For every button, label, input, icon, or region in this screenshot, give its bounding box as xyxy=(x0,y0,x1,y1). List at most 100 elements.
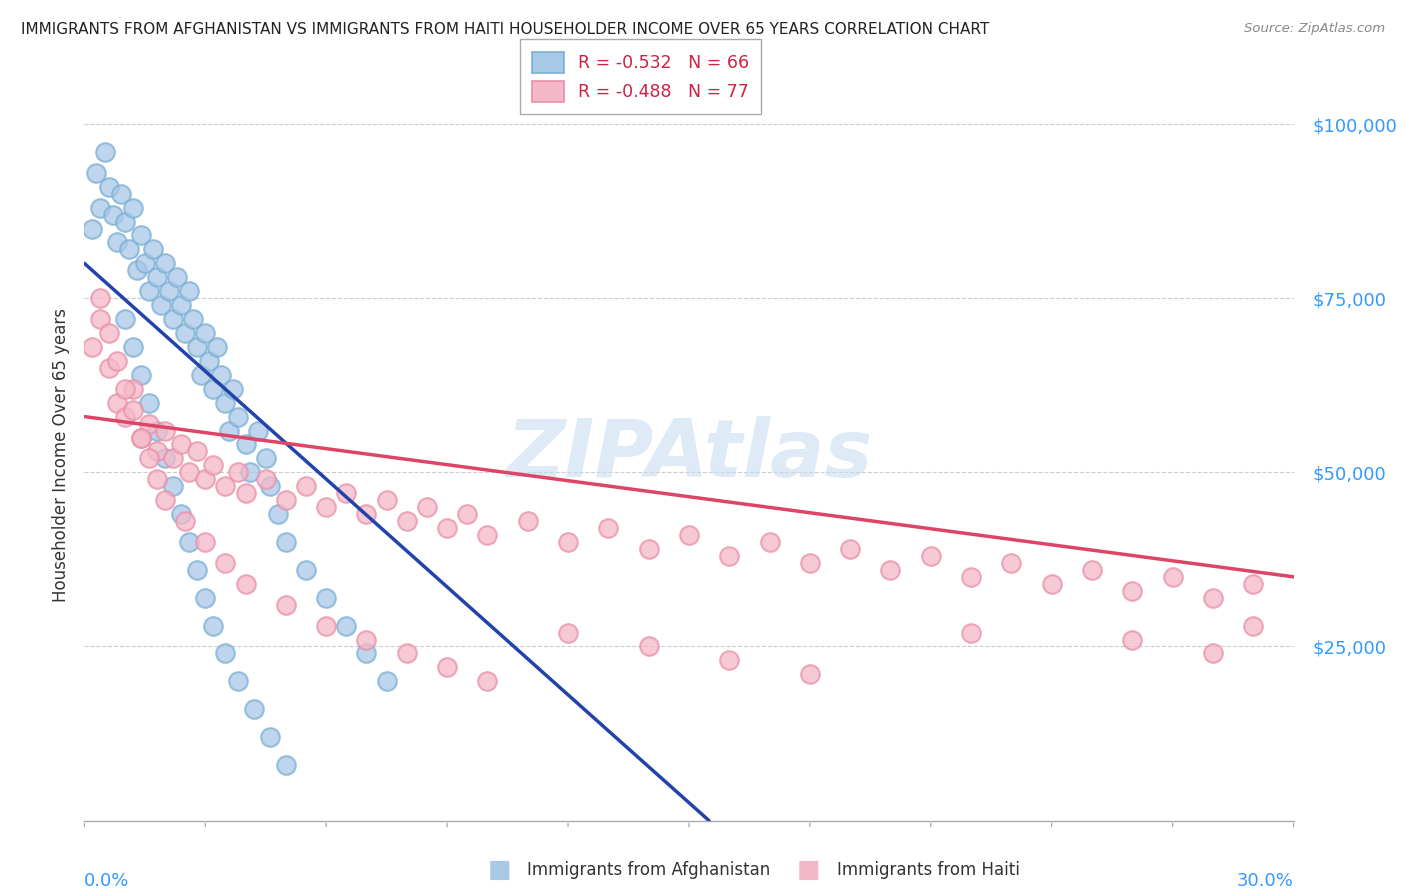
Point xyxy=(960,570,983,584)
Point xyxy=(114,409,136,424)
Point xyxy=(274,598,297,612)
Point xyxy=(202,382,225,396)
Point xyxy=(105,395,128,409)
Point xyxy=(146,444,169,458)
Point xyxy=(254,451,277,466)
Point xyxy=(1000,556,1022,570)
Text: Source: ZipAtlas.com: Source: ZipAtlas.com xyxy=(1244,22,1385,36)
Point xyxy=(274,493,297,508)
Point xyxy=(315,618,337,632)
Point xyxy=(259,479,281,493)
Point xyxy=(879,563,901,577)
Point xyxy=(1040,576,1063,591)
Point xyxy=(97,326,120,340)
Text: ZIPAtlas: ZIPAtlas xyxy=(506,416,872,494)
Point xyxy=(194,591,217,605)
Point xyxy=(235,486,257,500)
Point xyxy=(356,632,378,647)
Point xyxy=(190,368,212,382)
Point xyxy=(335,486,357,500)
Point xyxy=(170,298,193,312)
Point xyxy=(170,507,193,521)
Point xyxy=(142,243,165,257)
Point xyxy=(134,256,156,270)
Point xyxy=(395,514,418,528)
Point xyxy=(162,312,184,326)
Point xyxy=(356,507,378,521)
Point xyxy=(186,444,208,458)
Point xyxy=(138,417,160,431)
Point xyxy=(1202,591,1225,605)
Legend: R = -0.532   N = 66, R = -0.488   N = 77: R = -0.532 N = 66, R = -0.488 N = 77 xyxy=(520,39,761,114)
Point xyxy=(456,507,478,521)
Point xyxy=(121,201,143,215)
Point xyxy=(179,466,201,480)
Point xyxy=(105,235,128,250)
Point xyxy=(960,625,983,640)
Point xyxy=(153,451,176,466)
Point xyxy=(274,758,297,772)
Point xyxy=(146,472,169,486)
Point xyxy=(214,395,236,409)
Point xyxy=(436,521,458,535)
Point xyxy=(315,500,337,515)
Point xyxy=(799,556,821,570)
Point xyxy=(226,674,249,689)
Point xyxy=(202,618,225,632)
Point xyxy=(214,479,236,493)
Point xyxy=(416,500,439,515)
Point xyxy=(89,291,111,305)
Point xyxy=(214,647,236,661)
Point xyxy=(149,298,172,312)
Text: 0.0%: 0.0% xyxy=(84,871,129,890)
Point xyxy=(235,437,257,451)
Point xyxy=(138,395,160,409)
Point xyxy=(598,521,620,535)
Point xyxy=(194,472,217,486)
Point xyxy=(375,493,398,508)
Point xyxy=(839,541,862,556)
Point xyxy=(153,256,176,270)
Point xyxy=(129,430,152,444)
Point xyxy=(516,514,538,528)
Point xyxy=(209,368,232,382)
Point xyxy=(335,618,357,632)
Point xyxy=(129,368,152,382)
Point xyxy=(86,166,108,180)
Point xyxy=(226,466,249,480)
Point xyxy=(718,653,741,667)
Point xyxy=(557,535,579,549)
Point xyxy=(166,270,188,285)
Point xyxy=(179,535,201,549)
Text: Immigrants from Haiti: Immigrants from Haiti xyxy=(837,861,1019,879)
Point xyxy=(89,312,111,326)
Point xyxy=(920,549,942,563)
Point xyxy=(114,312,136,326)
Point xyxy=(93,145,115,159)
Point xyxy=(315,591,337,605)
Point xyxy=(207,340,229,354)
Text: Immigrants from Afghanistan: Immigrants from Afghanistan xyxy=(527,861,770,879)
Point xyxy=(1121,583,1143,598)
Point xyxy=(105,354,128,368)
Point xyxy=(214,556,236,570)
Point xyxy=(110,186,132,201)
Point xyxy=(758,535,780,549)
Point xyxy=(254,472,277,486)
Point xyxy=(637,541,659,556)
Point xyxy=(678,528,700,542)
Text: ■: ■ xyxy=(797,858,820,881)
Point xyxy=(174,514,197,528)
Point xyxy=(146,424,169,438)
Point xyxy=(89,201,111,215)
Point xyxy=(114,382,136,396)
Point xyxy=(97,179,120,194)
Point xyxy=(153,424,176,438)
Point xyxy=(170,437,193,451)
Point xyxy=(222,382,245,396)
Point xyxy=(235,576,257,591)
Point xyxy=(274,535,297,549)
Point xyxy=(121,382,143,396)
Point xyxy=(162,451,184,466)
Point xyxy=(477,674,499,689)
